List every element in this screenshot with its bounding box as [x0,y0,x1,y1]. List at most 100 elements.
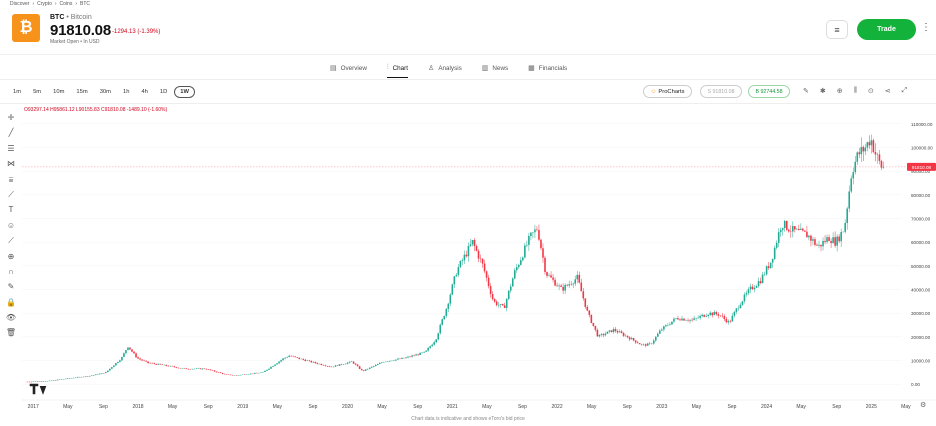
bitcoin-logo-icon: ₿ [12,14,40,42]
watchlist-button[interactable]: ≡ [826,20,848,39]
candle-body [76,377,79,378]
draw-pencil-icon[interactable]: ✎ [803,88,809,95]
projection-icon[interactable]: ⩸ [8,174,14,184]
candle-body [302,358,305,360]
fullscreen-icon[interactable]: ⤢ [901,87,908,94]
candle-body [475,246,478,251]
candle-body [276,363,278,365]
candle-body [358,366,361,369]
candle-body [594,325,597,330]
timeframe-30m[interactable]: 30m [99,89,111,95]
trendline-icon[interactable]: ╱ [8,128,14,138]
candle-body [846,208,849,223]
lock-drawings-icon[interactable]: ✎ [7,282,15,292]
procharts-button[interactable]: ☺ ProCharts [643,85,692,98]
candle-body [729,320,732,322]
timeframe-1d[interactable]: 1D [159,89,168,95]
tab-news[interactable]: ▥ News [482,61,508,75]
brush-icon[interactable]: ⟋ [8,189,14,199]
candle-body [314,361,317,364]
pattern-icon[interactable]: ⋈ [7,159,15,169]
candle-body [511,278,514,287]
candle-body [558,285,560,287]
candle-body [481,258,484,264]
candle-body [689,319,691,321]
candle-body [286,357,288,358]
tab-financials[interactable]: ▦ Financials [528,61,567,75]
candle-body [209,369,212,371]
candle-body [123,353,125,357]
crosshair-icon[interactable]: ✛ [7,113,15,122]
candle-body [866,142,869,148]
candle-body [663,326,665,330]
candle-body [467,245,470,257]
price-chart[interactable]: 110000.00 100000.00 90000.00 80000.00 70000.… [22,104,936,414]
indicators-icon[interactable]: ✱ [819,88,826,95]
tab-chart-label: Chart [392,64,409,72]
tab-overview-label: Overview [340,64,367,72]
candle-body [483,263,486,272]
candle-body [147,361,149,364]
candle-body [548,275,550,276]
breadcrumb-crypto[interactable]: Crypto [37,1,52,7]
trade-button[interactable]: Trade [857,19,916,40]
candle-body [761,274,764,284]
snapshot-icon[interactable]: ⊙ [867,88,874,95]
eye-icon[interactable]: 👁 [5,313,17,323]
share-icon[interactable]: ⋖ [884,88,891,95]
candle-body [415,354,417,356]
chart-type-icon[interactable]: ⫼ [853,87,857,94]
compare-icon[interactable]: ⊕ [836,88,843,95]
candle-body [636,342,639,344]
candle-body [272,365,274,367]
tab-chart[interactable]: ⫶ Chart [386,61,409,78]
candle-body [507,290,510,300]
candle-body [201,368,204,370]
trash-icon[interactable]: 🗑 [5,328,17,338]
timeframe-4h[interactable]: 4h [141,89,148,95]
fib-retracement-icon[interactable]: ☰ [7,143,15,153]
list-icon: ≡ [834,24,840,35]
tab-overview[interactable]: ▤ Overview [330,61,367,75]
settings-icon[interactable]: ⚙ [920,402,927,409]
tab-analysis[interactable]: ♙ Analysis [428,61,462,75]
buy-price-button[interactable]: B 92744.58 [748,85,790,98]
candle-body [741,301,744,305]
candle-body [814,239,816,245]
breadcrumb-discover[interactable]: Discover [10,1,30,7]
timeframe-1w[interactable]: 1W [174,86,195,98]
ruler-icon[interactable]: ⟋ [8,236,14,246]
magnet-icon[interactable]: ∩ [8,266,14,276]
price-axis-label: 80000.00 [911,193,931,198]
text-tool-icon[interactable]: T [8,205,14,215]
candle-body [679,319,681,321]
zoom-icon[interactable]: ⊕ [7,251,15,261]
candle-body [574,279,577,284]
timeframe-10m[interactable]: 10m [53,89,65,95]
timeframe-selector: 1m 5m 10m 15m 30m 1h 4h 1D 1W [8,86,195,98]
timeframe-15m[interactable]: 15m [76,89,88,95]
candle-body [830,241,832,244]
candle-body [530,232,532,236]
sell-price-button[interactable]: S 91810.08 [700,85,742,98]
more-options-icon[interactable]: ⋮ [921,22,931,33]
emoji-icon[interactable]: ☺ [6,220,16,230]
time-axis-label: Sep [623,404,632,410]
candle-body [397,358,399,360]
candle-body [582,291,585,299]
candle-body [509,286,512,291]
lock-icon[interactable]: 🔒 [6,297,16,307]
candle-body [447,303,450,309]
chart-icon: ⫶ [386,64,389,71]
time-axis-label: Sep [518,404,527,410]
timeframe-1h[interactable]: 1h [122,89,130,95]
candle-body [554,279,556,286]
breadcrumb-coins[interactable]: Coins [59,1,73,7]
timeframe-5m[interactable]: 5m [33,89,42,95]
candle-body [131,349,133,352]
candle-body [556,285,558,287]
candle-body [453,276,456,285]
timeframe-1m[interactable]: 1m [13,89,22,95]
candle-body [610,330,613,333]
price-axis-label: 0.00 [911,382,920,387]
